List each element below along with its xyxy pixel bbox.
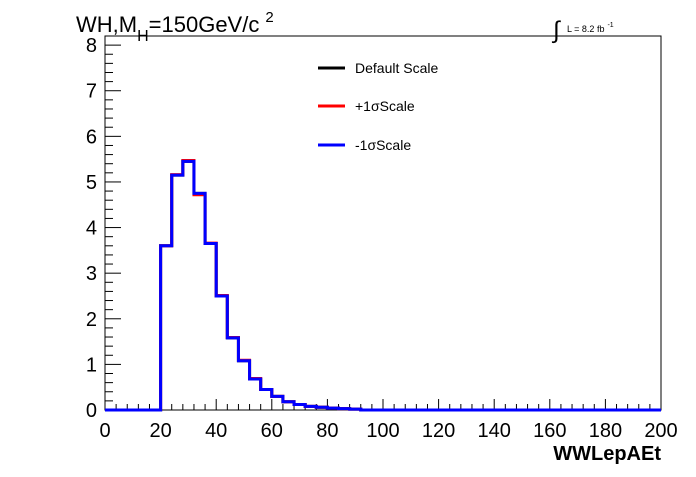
luminosity-exponent: -1 bbox=[607, 22, 613, 29]
legend-label-2: -1σScale bbox=[355, 137, 411, 153]
y-tick-label: 0 bbox=[86, 400, 97, 422]
y-tick-label: 4 bbox=[86, 218, 97, 240]
luminosity-label: L = 8.2 fb -1 bbox=[567, 22, 614, 34]
y-tick-label: 3 bbox=[86, 263, 97, 285]
legend: Default Scale +1σScale -1σScale bbox=[318, 60, 438, 153]
y-tick-label: 8 bbox=[86, 35, 97, 57]
series-line-2 bbox=[105, 159, 661, 412]
y-tick-label: 2 bbox=[86, 309, 97, 331]
x-tick-label: 120 bbox=[422, 420, 455, 442]
luminosity-integral: ∫ bbox=[551, 17, 561, 44]
x-tick-label: 180 bbox=[589, 420, 622, 442]
x-axis: 0 20 40 60 80 100 120 140 160 180 200 bbox=[99, 399, 678, 442]
chart-title-superscript: 2 bbox=[265, 9, 273, 26]
x-tick-label: 40 bbox=[205, 420, 227, 442]
y-tick-label: 6 bbox=[86, 126, 97, 148]
x-tick-label: 60 bbox=[261, 420, 283, 442]
x-tick-label: 100 bbox=[366, 420, 399, 442]
x-tick-label: 200 bbox=[644, 420, 677, 442]
legend-label-0: Default Scale bbox=[355, 60, 438, 76]
y-tick-label: 7 bbox=[86, 81, 97, 103]
x-tick-label: 160 bbox=[533, 420, 566, 442]
y-tick-label: 1 bbox=[86, 354, 97, 376]
x-tick-label: 140 bbox=[478, 420, 511, 442]
legend-label-1: +1σScale bbox=[355, 98, 415, 114]
x-tick-label: 80 bbox=[316, 420, 338, 442]
chart-title-main: WH,M bbox=[76, 12, 137, 37]
luminosity-text: L = 8.2 fb bbox=[567, 24, 604, 34]
x-tick-label: 0 bbox=[99, 420, 110, 442]
x-axis-label: WWLepAEt bbox=[553, 443, 661, 465]
chart-title-suffix: =150GeV/c bbox=[149, 12, 260, 37]
y-tick-label: 5 bbox=[86, 172, 97, 194]
x-tick-label: 20 bbox=[149, 420, 171, 442]
series-layer bbox=[105, 159, 661, 412]
y-axis: 0 1 2 3 4 5 6 7 8 bbox=[86, 35, 121, 422]
